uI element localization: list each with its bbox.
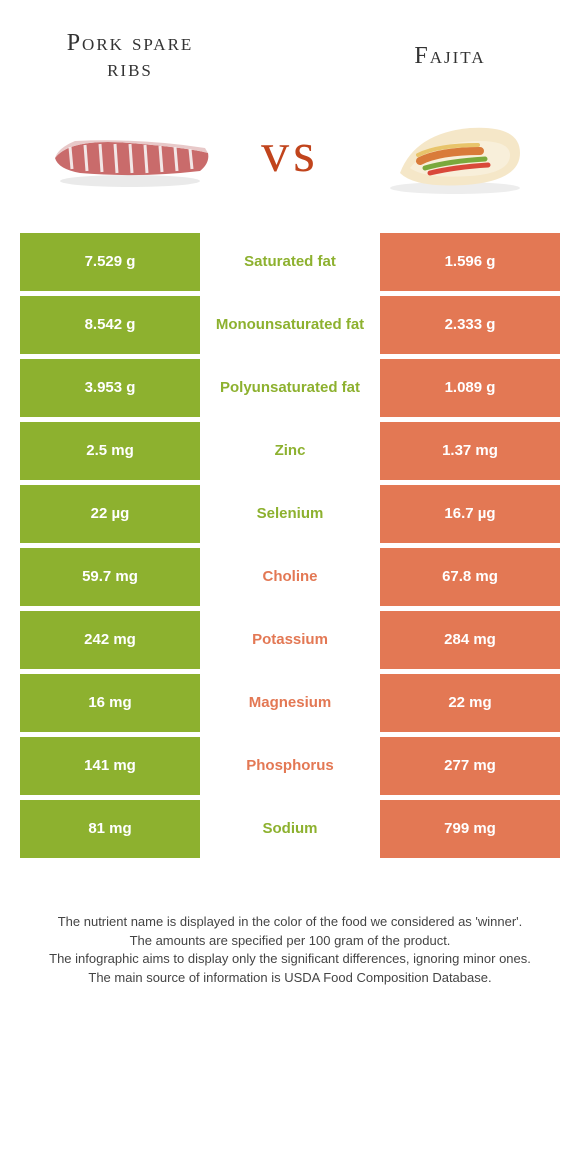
nutrient-row: 7.529 gSaturated fat1.596 g xyxy=(20,233,560,291)
right-value: 2.333 g xyxy=(380,296,560,354)
fajita-image xyxy=(360,103,540,203)
footer-line: The infographic aims to display only the… xyxy=(30,950,550,969)
nutrient-label: Zinc xyxy=(200,422,380,480)
right-value: 1.089 g xyxy=(380,359,560,417)
ribs-image xyxy=(40,103,220,203)
nutrient-row: 2.5 mgZinc1.37 mg xyxy=(20,422,560,480)
footer-line: The nutrient name is displayed in the co… xyxy=(30,913,550,932)
left-value: 141 mg xyxy=(20,737,200,795)
nutrient-row: 81 mgSodium799 mg xyxy=(20,800,560,858)
nutrient-row: 8.542 gMonounsaturated fat2.333 g xyxy=(20,296,560,354)
nutrient-label: Saturated fat xyxy=(200,233,380,291)
nutrient-label: Magnesium xyxy=(200,674,380,732)
right-food-title: Fajita xyxy=(360,43,540,69)
nutrient-row: 141 mgPhosphorus277 mg xyxy=(20,737,560,795)
right-value: 1.37 mg xyxy=(380,422,560,480)
left-value: 22 µg xyxy=(20,485,200,543)
nutrient-row: 242 mgPotassium284 mg xyxy=(20,611,560,669)
right-value: 799 mg xyxy=(380,800,560,858)
header: Pork spare ribs Fajita xyxy=(0,0,580,93)
vs-label: vs xyxy=(261,121,319,185)
right-value: 284 mg xyxy=(380,611,560,669)
left-food-title: Pork spare ribs xyxy=(40,30,220,83)
nutrient-label: Monounsaturated fat xyxy=(200,296,380,354)
nutrient-row: 16 mgMagnesium22 mg xyxy=(20,674,560,732)
nutrient-label: Phosphorus xyxy=(200,737,380,795)
nutrient-row: 59.7 mgCholine67.8 mg xyxy=(20,548,560,606)
image-row: vs xyxy=(0,93,580,233)
nutrient-row: 3.953 gPolyunsaturated fat1.089 g xyxy=(20,359,560,417)
left-value: 242 mg xyxy=(20,611,200,669)
right-value: 277 mg xyxy=(380,737,560,795)
nutrient-label: Choline xyxy=(200,548,380,606)
right-value: 22 mg xyxy=(380,674,560,732)
left-value: 16 mg xyxy=(20,674,200,732)
nutrient-label: Potassium xyxy=(200,611,380,669)
left-value: 59.7 mg xyxy=(20,548,200,606)
footer-line: The main source of information is USDA F… xyxy=(30,969,550,988)
left-value: 8.542 g xyxy=(20,296,200,354)
nutrient-label: Polyunsaturated fat xyxy=(200,359,380,417)
nutrient-table: 7.529 gSaturated fat1.596 g8.542 gMonoun… xyxy=(0,233,580,858)
footer-line: The amounts are specified per 100 gram o… xyxy=(30,932,550,951)
left-value: 3.953 g xyxy=(20,359,200,417)
right-value: 67.8 mg xyxy=(380,548,560,606)
footer-notes: The nutrient name is displayed in the co… xyxy=(0,863,580,988)
left-value: 2.5 mg xyxy=(20,422,200,480)
nutrient-row: 22 µgSelenium16.7 µg xyxy=(20,485,560,543)
nutrient-label: Sodium xyxy=(200,800,380,858)
right-value: 16.7 µg xyxy=(380,485,560,543)
nutrient-label: Selenium xyxy=(200,485,380,543)
right-value: 1.596 g xyxy=(380,233,560,291)
left-value: 81 mg xyxy=(20,800,200,858)
left-value: 7.529 g xyxy=(20,233,200,291)
